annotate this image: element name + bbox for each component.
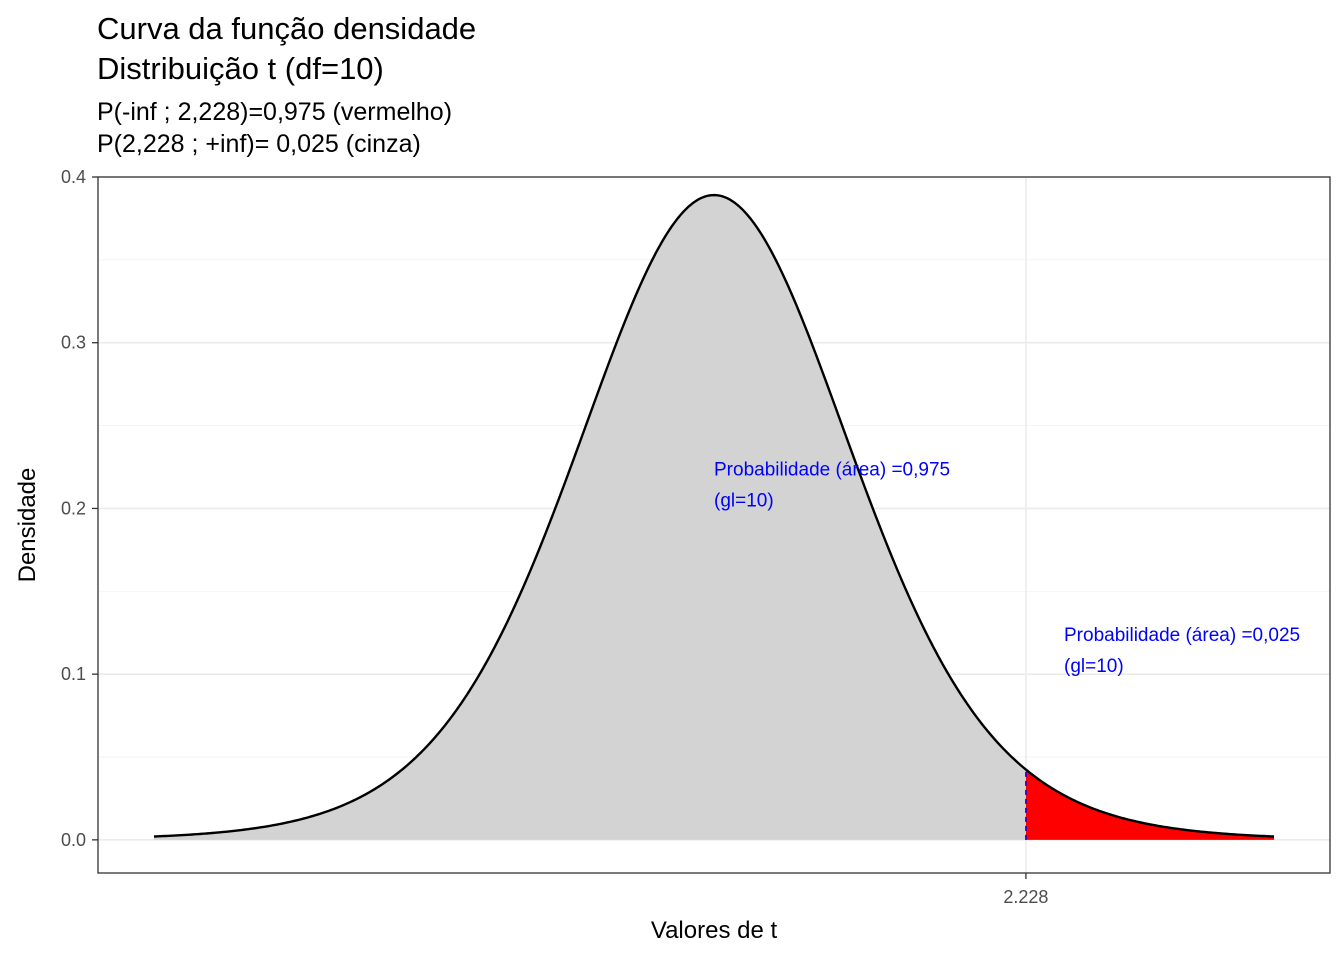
probability-annotation: Probabilidade (área) =0,975 (gl=10)	[714, 459, 950, 511]
y-tick-label: 0.3	[61, 333, 86, 353]
x-tick-label: 2.228	[1003, 887, 1048, 907]
annotation-line: Probabilidade (área) =0,975	[714, 459, 950, 480]
y-tick-label: 0.0	[61, 830, 86, 850]
y-axis: 0.0 0.1 0.2 0.3 0.4	[61, 167, 98, 850]
x-axis: 2.228	[1003, 873, 1048, 907]
y-axis-title: Densidade	[14, 468, 41, 583]
probability-annotation: Probabilidade (área) =0,025 (gl=10)	[1064, 625, 1300, 677]
area-upper-tail	[1025, 769, 1274, 840]
chart-subtitle-line-1: P(-inf ; 2,228)=0,975 (vermelho)	[97, 98, 453, 126]
annotation-line: (gl=10)	[1064, 656, 1124, 677]
y-tick-label: 0.4	[61, 167, 86, 187]
x-axis-title: Valores de t	[651, 917, 778, 944]
y-tick-label: 0.2	[61, 498, 86, 518]
chart-title-line-1: Curva da função densidade	[97, 11, 477, 46]
area-lower-region	[154, 195, 1026, 840]
annotation-line: (gl=10)	[714, 490, 774, 511]
chart-subtitle-line-2: P(2,228 ; +inf)= 0,025 (cinza)	[97, 130, 421, 158]
y-tick-label: 0.1	[61, 664, 86, 684]
density-curve	[153, 193, 1275, 838]
annotation-line: Probabilidade (área) =0,025	[1064, 625, 1300, 646]
panel-border	[97, 176, 1331, 874]
chart-title-line-2: Distribuição t (df=10)	[97, 51, 384, 86]
